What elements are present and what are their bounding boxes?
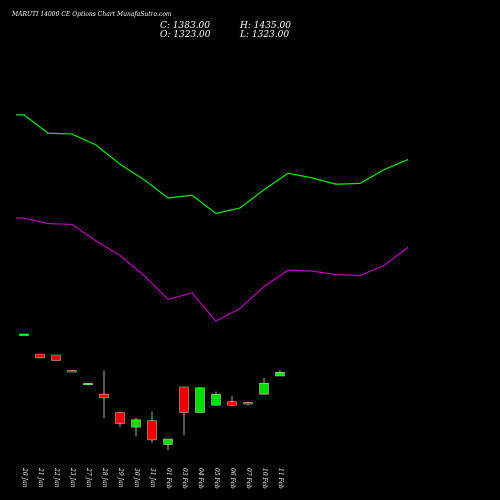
x-tick-label: 20 Jan [21,467,28,488]
candle-body[interactable] [67,370,77,373]
chart-title: MARUTI 14000 CE Options Chart MunafaSutr… [11,11,172,18]
candle-body[interactable] [19,333,29,336]
candle-body[interactable] [163,438,173,445]
low-value: L: 1323.00 [239,30,289,40]
x-tick-label: 29 Jan [117,467,124,488]
x-tick-label: 23 Jan [69,467,76,488]
close-value: C: 1383.00 [160,21,210,31]
candle-body[interactable] [227,401,237,406]
candle-body[interactable] [275,372,285,377]
x-tick-label: 10 Feb [261,468,268,489]
high-value: H: 1435.00 [239,21,291,31]
x-axis-labels: 20 Jan 21 Jan 22 Jan 23 Jan 27 Jan 28 Jan 29 J… [21,467,284,489]
candle-body[interactable] [211,394,221,406]
x-tick-label: 31 Jan [149,468,156,488]
x-tick-label: 28 Jan [101,467,108,488]
candle-body[interactable] [243,402,253,405]
upper-band-line [16,114,409,215]
x-tick-label: 11 Feb [277,468,284,489]
candle-body[interactable] [147,420,157,441]
candle-body[interactable] [195,387,205,413]
x-tick-label: 05 Feb [213,468,220,489]
candles-group [19,333,285,450]
lower-band-line [16,217,409,322]
x-tick-label: 30 Jan [133,468,140,488]
x-tick-label: 01 Feb [165,468,172,489]
candle-body[interactable] [35,353,45,358]
candle-body[interactable] [51,354,61,361]
candle-body[interactable] [115,412,125,424]
candle-body[interactable] [179,386,189,413]
x-tick-label: 06 Feb [229,468,236,489]
open-value: O: 1323.00 [160,30,211,40]
x-tick-label: 07 Feb [245,468,252,489]
candle-body[interactable] [131,419,141,428]
x-tick-label: 04 Feb [197,468,204,489]
x-tick-label: 22 Jan [53,467,60,488]
x-tick-label: 03 Feb [181,468,188,489]
candle-body[interactable] [83,383,93,386]
candle-body[interactable] [99,394,109,399]
x-tick-label: 27 Jan [85,467,92,488]
x-tick-label: 21 Jan [37,467,44,488]
candle-body[interactable] [259,383,269,395]
